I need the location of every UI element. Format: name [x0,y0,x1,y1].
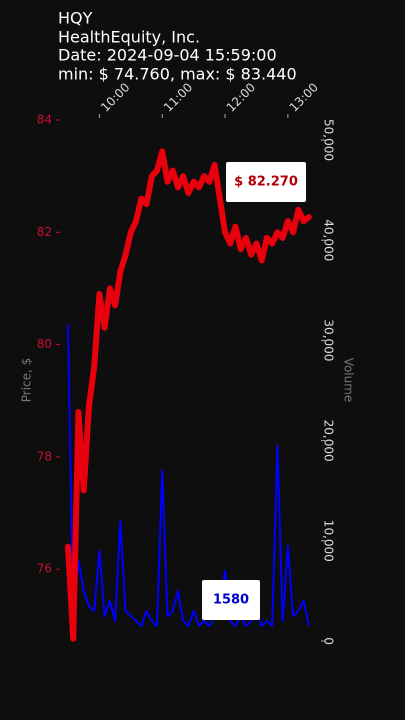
price-annotation: $ 82.270 [234,175,298,190]
y2-tick-label: 30,000 [322,319,336,361]
ticker: HQY [58,9,93,28]
y-tick-label: 82 [37,225,52,239]
company: HealthEquity, Inc. [58,28,200,47]
y2-tick-label: 50,000 [322,119,336,161]
y-axis-label: Price, $ [20,358,34,403]
volume-annotation: 1580 [213,593,249,608]
y2-axis-label: Volume [342,358,356,403]
y-tick-label: 84 [37,113,52,127]
volume-line [67,324,310,627]
volume-annotation-box [202,580,260,620]
y-tick-label: 76 [37,562,52,576]
price-annotation-box [226,162,306,202]
y2-tick-label: 0 [322,637,336,645]
min-max: min: $ 74.760, max: $ 83.440 [58,65,297,84]
y-tick-label: 80 [37,337,52,351]
price-line [65,148,312,642]
y2-tick-label: 20,000 [322,420,336,462]
y-tick-label: 78 [37,449,52,463]
y2-tick-label: 10,000 [322,520,336,562]
y2-tick-label: 40,000 [322,219,336,261]
date: Date: 2024-09-04 15:59:00 [58,46,277,65]
